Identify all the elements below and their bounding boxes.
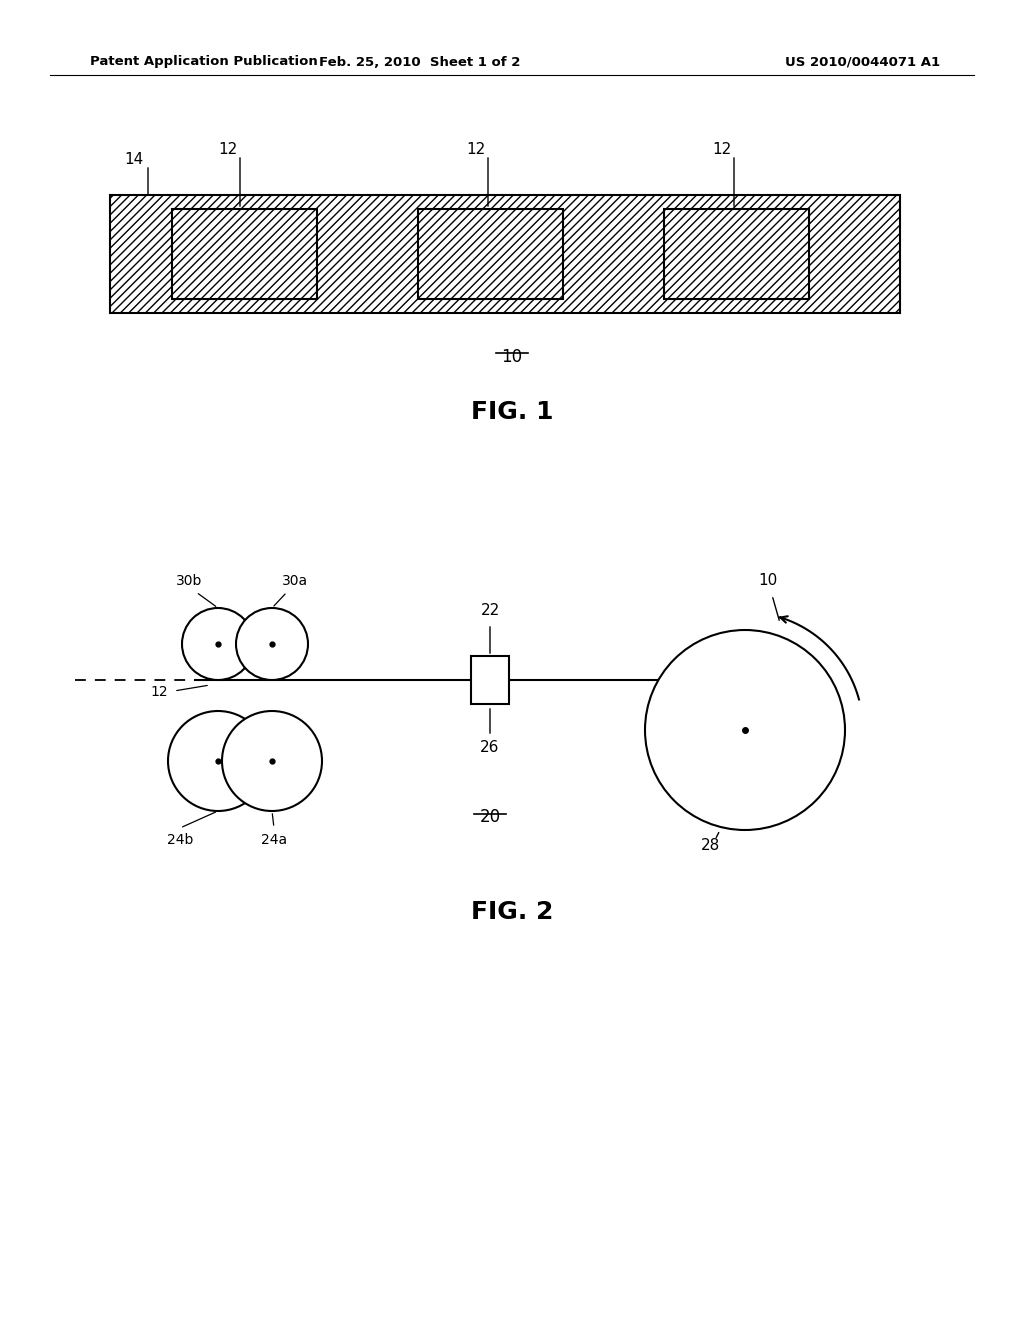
Text: 12: 12 <box>466 143 485 157</box>
Circle shape <box>645 630 845 830</box>
Circle shape <box>222 711 322 810</box>
Text: 22: 22 <box>480 603 500 618</box>
Bar <box>110 195 900 313</box>
Text: 14: 14 <box>124 152 143 168</box>
Text: 30a: 30a <box>282 574 308 587</box>
Text: Feb. 25, 2010  Sheet 1 of 2: Feb. 25, 2010 Sheet 1 of 2 <box>319 55 520 69</box>
Circle shape <box>236 609 308 680</box>
Text: 20: 20 <box>479 808 501 826</box>
Bar <box>418 209 563 300</box>
Circle shape <box>168 711 268 810</box>
Bar <box>172 209 317 300</box>
Text: 12: 12 <box>151 685 168 700</box>
Text: 12: 12 <box>278 719 296 733</box>
Bar <box>172 209 317 300</box>
Text: US 2010/0044071 A1: US 2010/0044071 A1 <box>784 55 940 69</box>
Bar <box>664 209 809 300</box>
Bar <box>418 209 563 300</box>
Text: 30b: 30b <box>176 574 203 587</box>
Text: Patent Application Publication: Patent Application Publication <box>90 55 317 69</box>
Text: 24b: 24b <box>167 833 194 847</box>
Text: 28: 28 <box>700 838 720 853</box>
Text: 12: 12 <box>713 143 731 157</box>
Text: 10: 10 <box>758 573 777 587</box>
Text: 24a: 24a <box>261 833 287 847</box>
Text: 10: 10 <box>502 348 522 366</box>
Text: 12: 12 <box>218 143 238 157</box>
Bar <box>664 209 809 300</box>
Bar <box>471 656 509 704</box>
Text: FIG. 2: FIG. 2 <box>471 900 553 924</box>
Bar <box>110 195 900 313</box>
Text: 26: 26 <box>480 741 500 755</box>
Circle shape <box>182 609 254 680</box>
Text: FIG. 1: FIG. 1 <box>471 400 553 424</box>
